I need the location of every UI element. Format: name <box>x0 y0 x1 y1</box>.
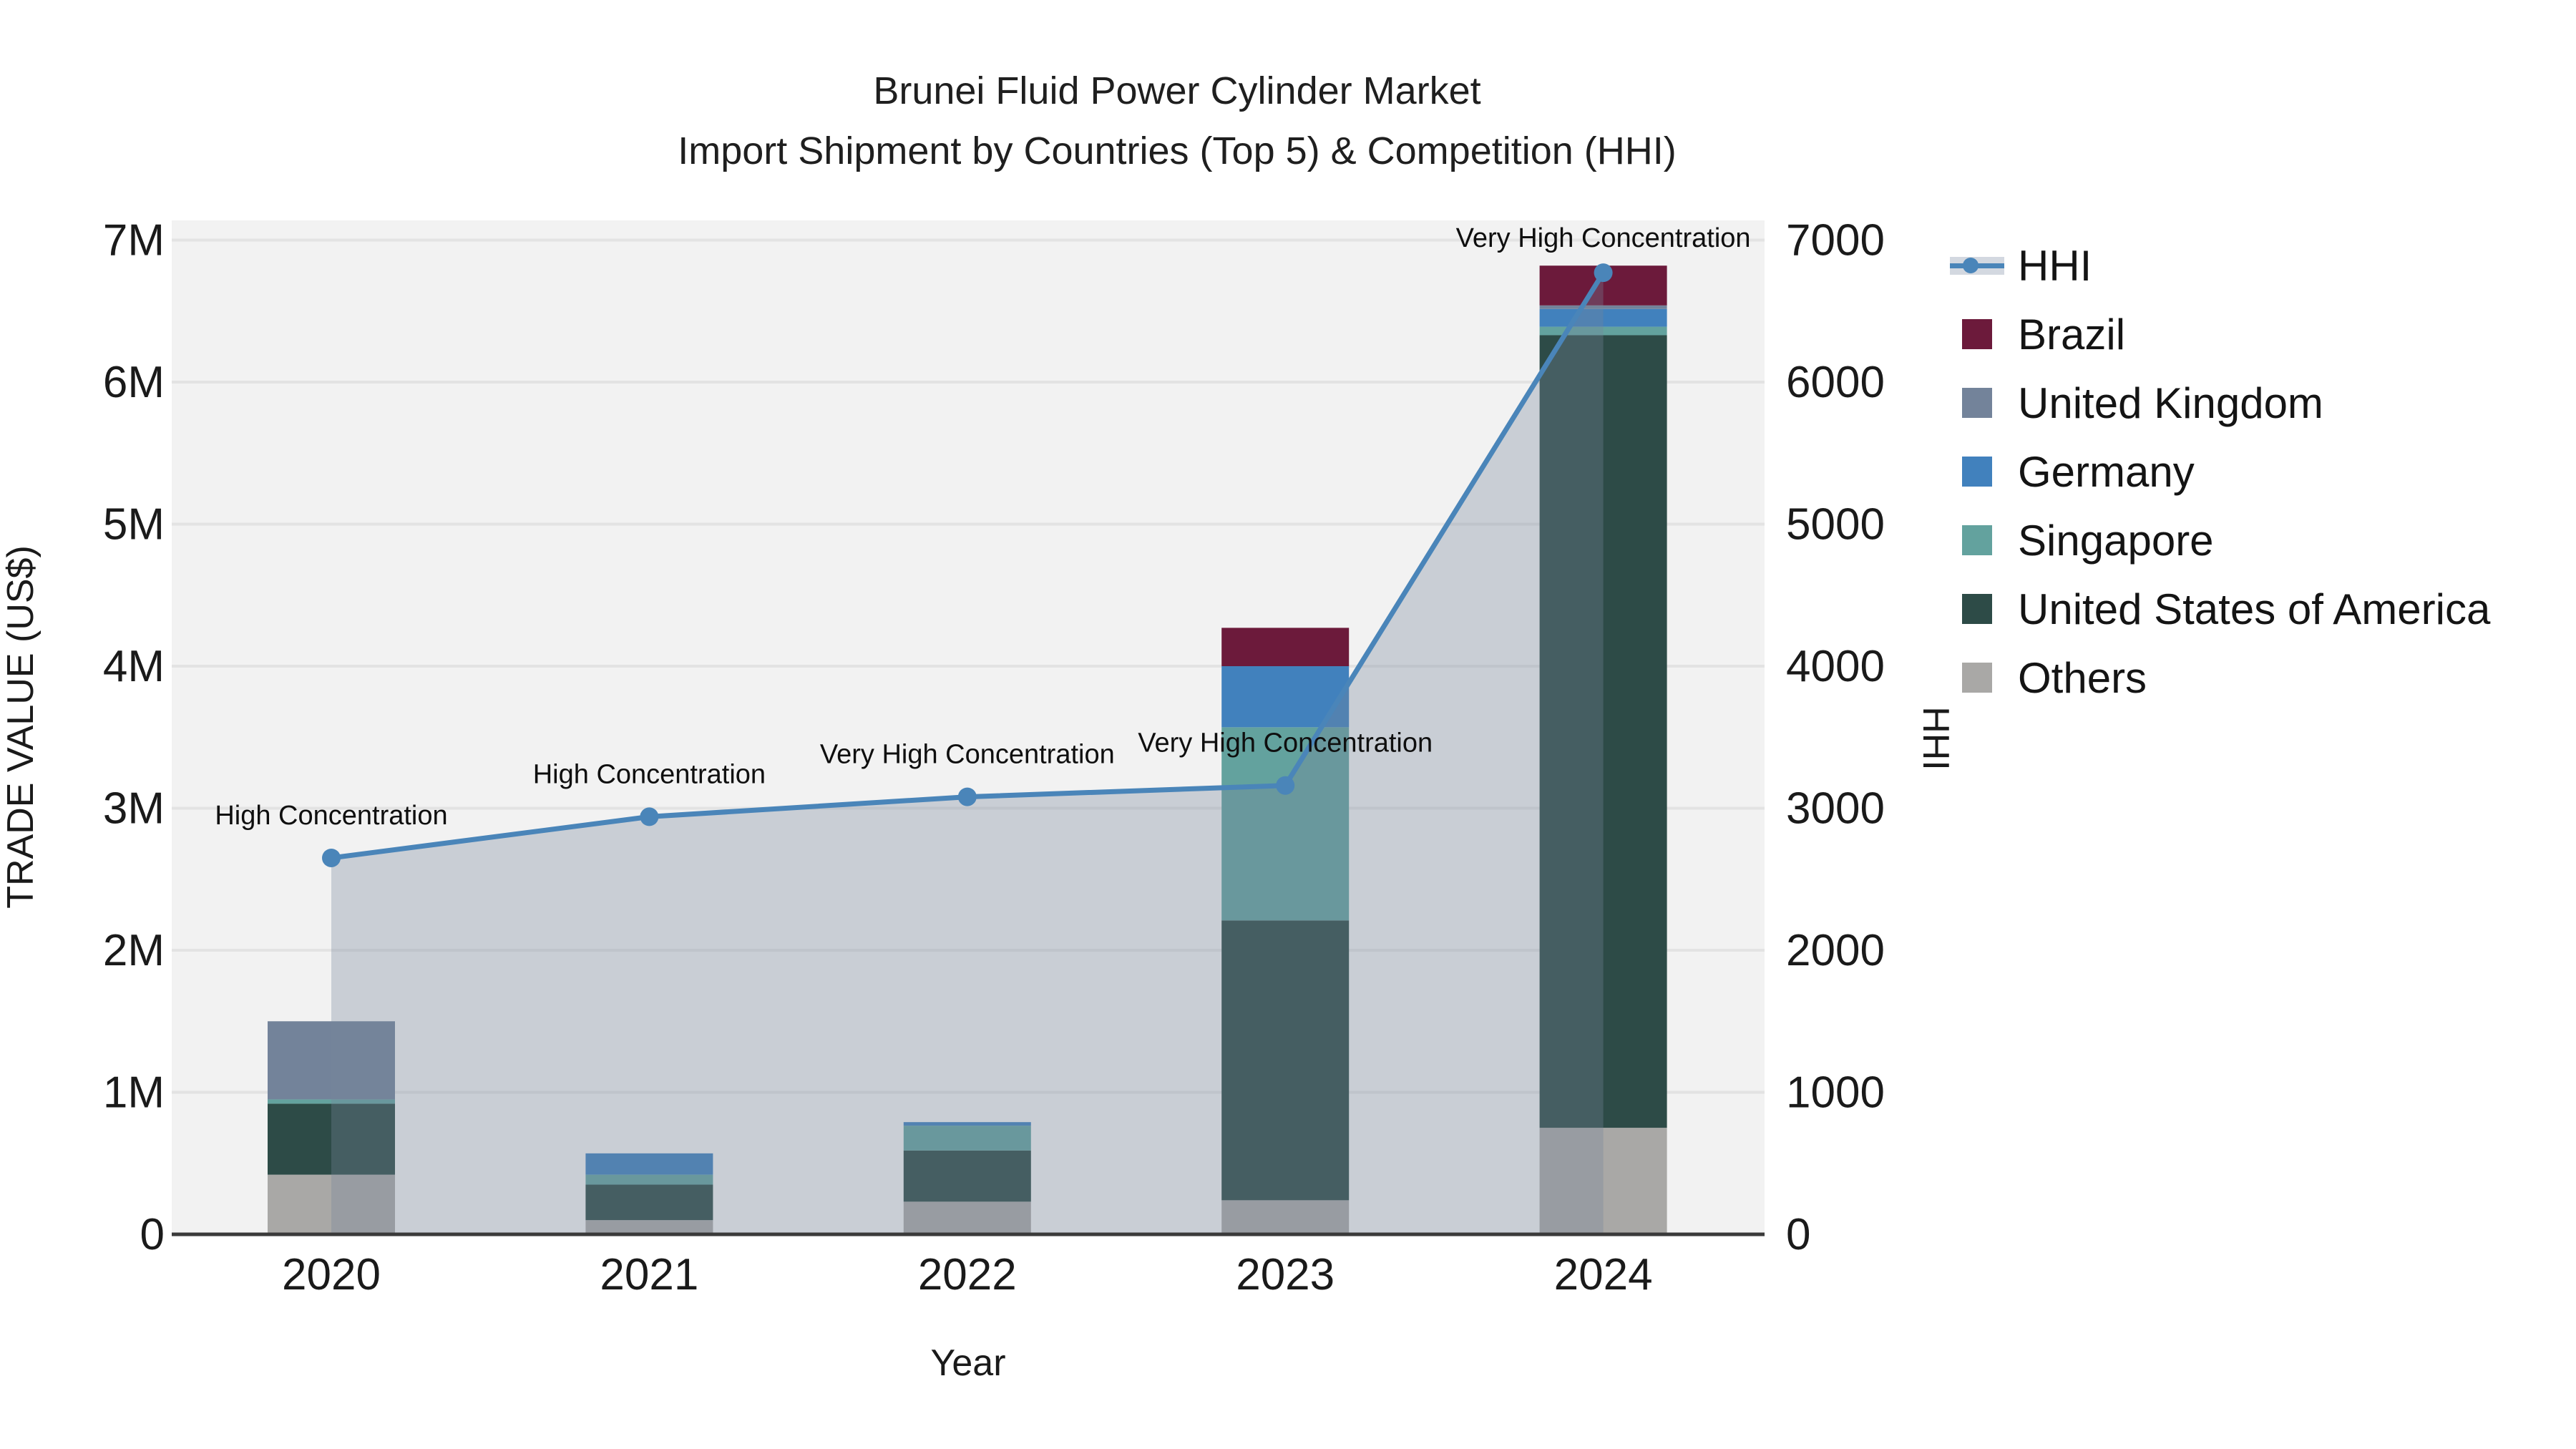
x-tick-2022: 2022 <box>918 1250 1017 1299</box>
legend-label-singapore: Singapore <box>2018 516 2214 565</box>
legend-label-germany: Germany <box>2018 447 2195 496</box>
bar-segment-united-states-of-america-2024 <box>1539 335 1667 1128</box>
annotation-2023: Very High Concentration <box>1138 728 1433 758</box>
x-tick-2020: 2020 <box>282 1250 381 1299</box>
y-left-axis-title: TRADE VALUE (US$) <box>0 545 42 909</box>
y-left-tick-4M: 4M <box>103 642 165 691</box>
annotation-2020: High Concentration <box>215 801 447 831</box>
x-axis-title: Year <box>930 1342 1005 1384</box>
chart-title: Brunei Fluid Power Cylinder Market Impor… <box>678 70 1677 172</box>
y-left-tick-1M: 1M <box>103 1068 165 1118</box>
legend-swatch-united-kingdom <box>1962 388 1992 418</box>
x-tick-2023: 2023 <box>1236 1250 1335 1299</box>
legend-item-hhi: HHI <box>1950 231 2490 300</box>
x-tick-2021: 2021 <box>600 1250 698 1299</box>
bar-segment-united-states-of-america-2023 <box>1221 920 1350 1201</box>
annotation-2022: Very High Concentration <box>820 740 1115 770</box>
y-right-tick-1000: 1000 <box>1786 1068 1885 1118</box>
bar-segment-germany-2022 <box>903 1122 1031 1126</box>
bar-segment-others-2022 <box>903 1201 1031 1234</box>
legend-label-others: Others <box>2018 653 2147 702</box>
y-right-tick-5000: 5000 <box>1786 500 1885 550</box>
bar-segment-brazil-2023 <box>1221 628 1350 666</box>
y-right-tick-4000: 4000 <box>1786 642 1885 691</box>
legend-item-singapore: Singapore <box>1962 506 2490 575</box>
y-left-tick-7M: 7M <box>103 216 165 265</box>
legend-swatch-germany <box>1962 457 1992 487</box>
bar-segment-germany-2024 <box>1539 308 1667 327</box>
hhi-area-fill <box>331 273 1604 1234</box>
bar-segment-others-2021 <box>585 1220 713 1234</box>
legend-swatch-brazil <box>1962 319 1992 349</box>
bar-segment-united-states-of-america-2020 <box>268 1103 395 1175</box>
legend-item-others: Others <box>1962 643 2490 712</box>
plot-background <box>172 220 1765 1234</box>
legend-item-brazil: Brazil <box>1962 300 2490 369</box>
legend-item-germany: Germany <box>1962 437 2490 506</box>
bar-segment-united-states-of-america-2022 <box>903 1150 1031 1202</box>
annotation-2024: Very High Concentration <box>1456 223 1751 253</box>
hhi-line-swatch <box>1950 250 2004 280</box>
y-left-tick-2M: 2M <box>103 926 165 975</box>
legend-label-united-states: United States of America <box>2018 585 2491 633</box>
annotation-2021: High Concentration <box>533 759 766 789</box>
bar-segment-singapore-2023 <box>1221 727 1350 921</box>
y-right-tick-7000: 7000 <box>1786 216 1885 265</box>
legend-item-united-kingdom: United Kingdom <box>1962 369 2490 437</box>
legend-swatch-others <box>1962 663 1992 693</box>
y-left-tick-3M: 3M <box>103 784 165 834</box>
bar-segment-singapore-2022 <box>903 1126 1031 1151</box>
legend-item-united-states: United States of America <box>1962 575 2490 643</box>
bar-segment-united-kingdom-2020 <box>268 1021 395 1100</box>
y-left-tick-6M: 6M <box>103 358 165 407</box>
legend-swatch-singapore <box>1962 525 1992 555</box>
y-right-tick-2000: 2000 <box>1786 926 1885 975</box>
bar-segment-others-2020 <box>268 1174 395 1234</box>
chart-title-line1: Brunei Fluid Power Cylinder Market <box>873 69 1481 112</box>
x-tick-2024: 2024 <box>1554 1250 1653 1299</box>
bar-segment-united-kingdom-2024 <box>1539 305 1667 309</box>
legend-label-brazil: Brazil <box>2018 310 2126 358</box>
bar-segment-singapore-2024 <box>1539 326 1667 336</box>
chart-title-line2: Import Shipment by Countries (Top 5) & C… <box>678 130 1677 172</box>
legend-label-hhi: HHI <box>2018 241 2092 290</box>
y-left-tick-5M: 5M <box>103 500 165 550</box>
bar-segment-others-2024 <box>1539 1128 1667 1234</box>
legend-swatch-united-states <box>1962 594 1992 624</box>
bar-segment-singapore-2020 <box>268 1099 395 1104</box>
bar-segment-united-states-of-america-2021 <box>585 1184 713 1221</box>
bar-segment-others-2023 <box>1221 1200 1350 1234</box>
y-right-axis-title: HHI <box>1915 706 1956 771</box>
hhi-marker-2023 <box>1276 776 1295 795</box>
y-right-tick-0: 0 <box>1786 1210 1810 1259</box>
y-right-tick-6000: 6000 <box>1786 358 1885 407</box>
y-right-tick-3000: 3000 <box>1786 784 1885 834</box>
hhi-marker-2020 <box>322 848 341 867</box>
hhi-marker-dot-icon <box>1963 258 1979 273</box>
hhi-marker-2022 <box>957 787 977 806</box>
y-left-tick-0: 0 <box>140 1210 165 1259</box>
bar-segment-singapore-2021 <box>585 1174 713 1185</box>
legend-label-united-kingdom: United Kingdom <box>2018 379 2323 427</box>
legend: HHI Brazil United Kingdom Germany Singap… <box>1950 231 2490 712</box>
hhi-marker-2021 <box>640 807 659 826</box>
hhi-marker-2024 <box>1594 263 1613 283</box>
bar-segment-germany-2021 <box>585 1153 713 1175</box>
